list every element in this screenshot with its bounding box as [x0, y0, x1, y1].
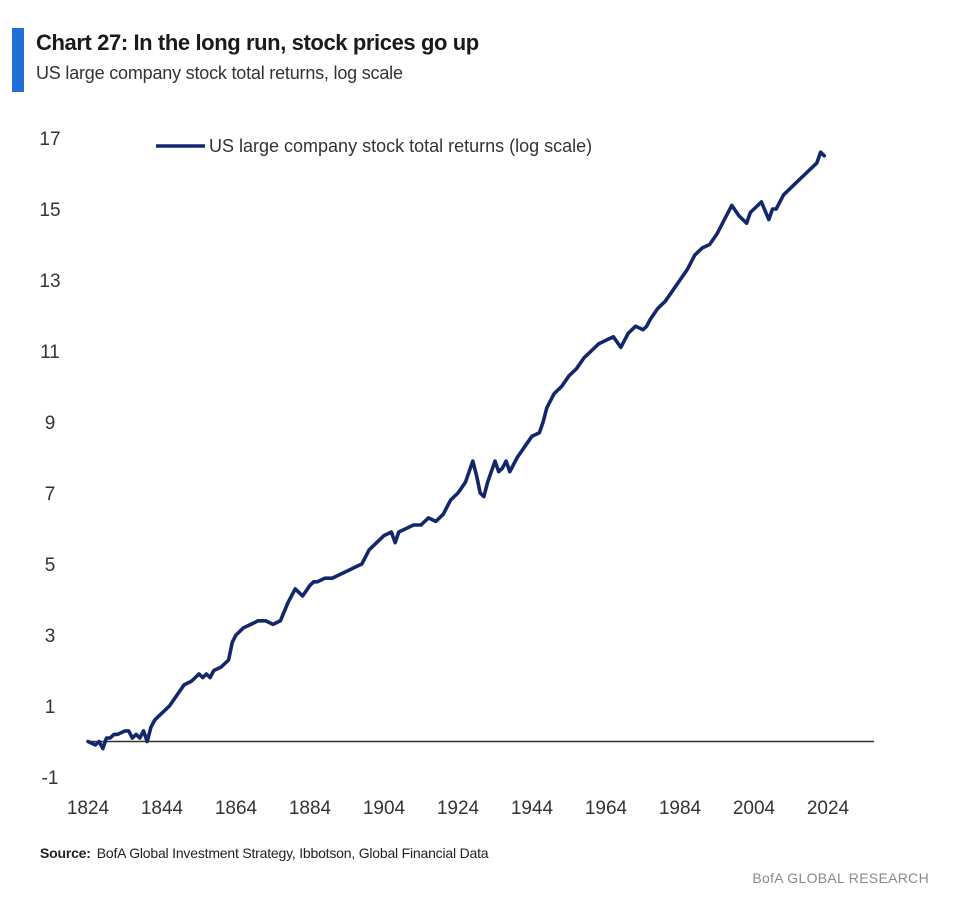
x-axis-ticks: 1824 1844 1864 1884 1904 1924 1944 1964 1984 2004… [67, 798, 850, 819]
y-tick-label: 9 [45, 413, 56, 434]
x-tick-label: 2004 [733, 798, 776, 819]
brand-watermark: BofA GLOBAL RESEARCH [752, 870, 929, 886]
y-tick-label: 1 [45, 697, 56, 718]
series-layer [86, 150, 827, 751]
x-tick-label: 1944 [511, 798, 554, 819]
x-tick-label: 1924 [437, 798, 480, 819]
y-tick-label: 3 [45, 626, 56, 647]
legend: US large company stock total returns (lo… [156, 136, 592, 156]
x-tick-label: 1964 [585, 798, 628, 819]
x-tick-label: 1904 [363, 798, 406, 819]
x-tick-label: 1884 [289, 798, 332, 819]
series-line [86, 150, 827, 751]
x-tick-label: 1984 [659, 798, 702, 819]
y-tick-label: -1 [42, 768, 59, 789]
x-tick-label: 2024 [807, 798, 850, 819]
y-tick-label: 5 [45, 555, 56, 576]
y-tick-label: 11 [40, 342, 60, 363]
source-label: Source: [40, 845, 91, 861]
chart-subtitle: US large company stock total returns, lo… [36, 63, 403, 83]
x-tick-label: 1864 [215, 798, 258, 819]
y-tick-label: 17 [39, 129, 60, 150]
legend-label: US large company stock total returns (lo… [209, 136, 592, 156]
source-text: BofA Global Investment Strategy, Ibbotso… [96, 845, 489, 861]
chart-title: Chart 27: In the long run, stock prices … [36, 30, 479, 55]
x-tick-label: 1824 [67, 798, 110, 819]
y-tick-label: 15 [39, 200, 60, 221]
source-note: Source: BofA Global Investment Strategy, … [40, 845, 489, 861]
title-accent-bar [12, 28, 24, 92]
y-tick-label: 13 [39, 271, 60, 292]
y-tick-label: 7 [45, 484, 56, 505]
x-tick-label: 1844 [141, 798, 184, 819]
